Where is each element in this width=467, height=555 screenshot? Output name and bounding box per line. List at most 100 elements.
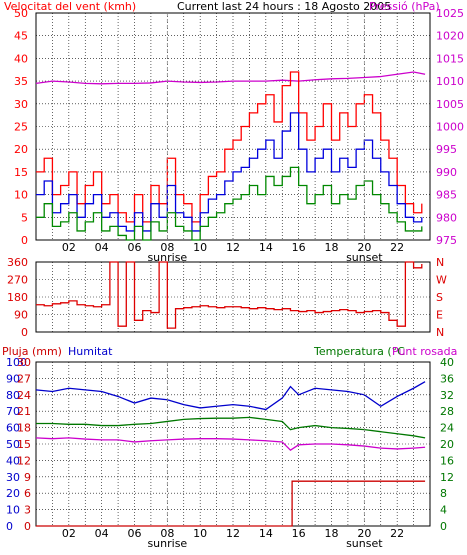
y-tick-label-0: 995: [436, 143, 457, 156]
y-tick-label-0: 50: [14, 7, 28, 20]
pressure-series: [35, 71, 426, 85]
y-tick-label-0: 1000: [436, 121, 464, 134]
y-tick-label-2: 15: [17, 438, 31, 451]
x-tick-label-0: 12: [226, 241, 240, 254]
y-tick-label-0: 35: [14, 75, 28, 88]
x-tick-label-0: 18: [325, 241, 339, 254]
y-tick-label-2: 40: [6, 454, 20, 467]
humidity-title: Humitat: [68, 345, 113, 358]
y-tick-label-0: 5: [21, 211, 28, 224]
x-tick-label-2: 08: [160, 527, 174, 540]
pressure-title: Pressió (hPa): [369, 0, 440, 13]
y-tick-label-0: 0: [21, 234, 28, 247]
sunset-label: sunset: [346, 251, 383, 264]
y-tick-label-2: 9: [24, 471, 31, 484]
y-tick-label-0: 25: [14, 121, 28, 134]
x-tick-label-2: 12: [226, 527, 240, 540]
x-tick-label-2: 10: [193, 527, 207, 540]
y-tick-label-2: 28: [440, 405, 454, 418]
y-tick-label-0: 1015: [436, 52, 464, 65]
rain-title: Pluja (mm): [2, 345, 62, 358]
y-tick-label-0: 980: [436, 211, 457, 224]
y-tick-label-2: 90: [6, 372, 20, 385]
y-tick-label-0: 985: [436, 189, 457, 202]
x-tick-label-2: 02: [62, 527, 76, 540]
y-tick-label-2: 30: [6, 471, 20, 484]
y-tick-label-2: 0: [6, 520, 13, 533]
y-tick-label-2: 8: [440, 487, 447, 500]
y-tick-label-2: 60: [6, 422, 20, 435]
y-tick-label-2: 12: [17, 454, 31, 467]
x-tick-label-0: 14: [259, 241, 273, 254]
y-tick-label-0: 45: [14, 30, 28, 43]
y-tick-label-2: 24: [17, 389, 31, 402]
y-tick-label-2: 6: [24, 487, 31, 500]
y-tick-label-0: 1025: [436, 7, 464, 20]
x-tick-label-0: 20: [357, 241, 371, 254]
sunrise-label: sunrise: [147, 537, 187, 550]
y-tick-label-0: 40: [14, 52, 28, 65]
y-tick-label-1: 0: [21, 326, 28, 339]
y-tick-label-2: 0: [440, 520, 447, 533]
y-tick-label-0: 10: [14, 189, 28, 202]
sunrise-label: sunrise: [147, 251, 187, 264]
sunset-label: sunset: [346, 537, 383, 550]
y-tick-label-0: 1020: [436, 30, 464, 43]
direction-series: [36, 261, 423, 329]
current-date: Current last 24 hours : 18 Agosto 2005: [177, 0, 391, 13]
y-tick-label-2: 0: [24, 520, 31, 533]
x-tick-label-2: 16: [292, 527, 306, 540]
wind-title: Velocitat del vent (kmh): [4, 0, 136, 13]
temperature-title: Temperatura (°C: [313, 345, 405, 358]
dewpoint-series: [35, 437, 426, 451]
y-tick-label-2: 27: [17, 372, 31, 385]
y-tick-label-2: 10: [6, 504, 20, 517]
y-tick-label-2: 18: [17, 422, 31, 435]
y-tick-label-0: 1005: [436, 98, 464, 111]
y-tick-label-2: 20: [6, 487, 20, 500]
y-tick-label-2: 4: [440, 504, 447, 517]
y-tick-label-0: 1010: [436, 75, 464, 88]
x-tick-label-2: 06: [128, 527, 142, 540]
y-tick-label-2: 100: [6, 356, 27, 369]
x-tick-label-0: 06: [128, 241, 142, 254]
wind-green-series: [36, 166, 423, 241]
y-tick-label-0: 990: [436, 166, 457, 179]
y-tick-label-1: S: [436, 291, 443, 304]
y-tick-label-1: E: [436, 309, 443, 322]
y-tick-label-1: 270: [7, 274, 28, 287]
dewpoint-title: Punt rosada: [392, 345, 457, 358]
x-tick-label-0: 22: [390, 241, 404, 254]
y-tick-label-1: W: [436, 274, 447, 287]
y-tick-label-2: 50: [6, 438, 20, 451]
x-tick-label-0: 02: [62, 241, 76, 254]
y-tick-label-1: 90: [14, 309, 28, 322]
wind-series: [36, 71, 423, 223]
panel-frame-1: [35, 261, 431, 333]
x-tick-label-0: 04: [95, 241, 109, 254]
y-tick-label-2: 20: [440, 438, 454, 451]
rain-series: [36, 480, 426, 527]
x-tick-label-2: 14: [259, 527, 273, 540]
y-tick-label-2: 30: [17, 356, 31, 369]
wind-blue-series: [36, 112, 423, 232]
y-tick-label-2: 80: [6, 389, 20, 402]
y-tick-label-2: 32: [440, 389, 454, 402]
y-tick-label-1: 360: [7, 256, 28, 269]
x-tick-label-2: 18: [325, 527, 339, 540]
x-tick-label-2: 20: [357, 527, 371, 540]
y-tick-label-2: 40: [440, 356, 454, 369]
x-tick-label-2: 04: [95, 527, 109, 540]
y-tick-label-1: N: [436, 326, 444, 339]
temperature-series: [36, 416, 426, 439]
y-tick-label-0: 20: [14, 143, 28, 156]
x-tick-label-0: 16: [292, 241, 306, 254]
y-tick-label-2: 36: [440, 372, 454, 385]
y-tick-label-2: 12: [440, 471, 454, 484]
x-tick-label-2: 22: [390, 527, 404, 540]
y-tick-label-0: 15: [14, 166, 28, 179]
y-tick-label-2: 3: [24, 504, 31, 517]
x-tick-label-0: 10: [193, 241, 207, 254]
